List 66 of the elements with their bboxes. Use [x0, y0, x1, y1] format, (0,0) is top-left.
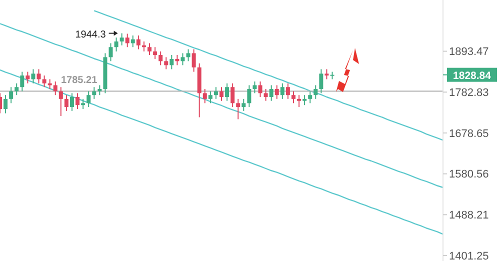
candlestick	[70, 92, 74, 112]
candlestick	[186, 48, 190, 62]
candlestick	[286, 82, 290, 100]
candlestick	[230, 82, 235, 108]
candlestick	[247, 84, 252, 108]
candlestick	[180, 52, 185, 66]
candlestick	[220, 86, 224, 102]
candlestick	[36, 68, 41, 84]
candlestick	[314, 84, 318, 100]
candlestick	[64, 94, 68, 112]
y-tick-label: 1401.25	[449, 250, 489, 261]
candlestick	[31, 68, 36, 84]
candlestick	[252, 80, 257, 94]
text: 1828.84	[453, 70, 492, 82]
candlestick	[120, 32, 124, 46]
y-tick-label: 1678.65	[449, 128, 489, 140]
candlestick	[158, 50, 163, 66]
candlestick	[208, 90, 212, 104]
candlestick	[269, 84, 274, 102]
candlestick	[42, 74, 46, 88]
annotation: 1944.3	[75, 29, 106, 40]
candlestick	[76, 92, 80, 110]
candlestick	[280, 82, 284, 100]
y-tick-label: 1782.83	[449, 87, 489, 100]
candlestick	[324, 68, 329, 80]
candlestick	[291, 90, 296, 104]
candlestick	[53, 80, 58, 96]
candlestick	[319, 68, 324, 94]
y-tick-label: 1488.21	[449, 210, 489, 222]
candlestick	[114, 37, 118, 52]
candlestick	[136, 34, 140, 50]
candlestick	[14, 82, 19, 96]
candlestick	[4, 94, 8, 114]
candlestick	[170, 54, 174, 70]
candlestick	[297, 94, 302, 108]
candlestick	[86, 90, 91, 108]
candlestick	[98, 84, 102, 96]
candlestick	[236, 98, 240, 120]
candlestick	[20, 71, 24, 92]
ref-line-label: 1785.21	[61, 75, 98, 86]
candlestick	[9, 86, 14, 104]
candlestick	[202, 88, 207, 104]
candlestick	[225, 82, 230, 102]
candlestick	[214, 86, 218, 100]
candlestick	[258, 80, 262, 98]
candlestick	[148, 42, 152, 56]
candlestick	[26, 71, 30, 84]
candlestick	[242, 98, 246, 112]
candlestick	[192, 48, 196, 72]
y-tick-label: 1580.56	[449, 168, 489, 181]
candlestick	[274, 84, 279, 100]
candlestick	[130, 34, 135, 48]
candlestick	[108, 42, 113, 62]
candlestick	[92, 86, 96, 100]
candlestick	[81, 98, 86, 110]
candlestick	[58, 86, 63, 117]
candlestick	[153, 46, 158, 60]
line-series	[0, 69, 444, 235]
candlestick	[164, 56, 168, 70]
candlestick	[264, 88, 268, 102]
candlestick	[125, 33, 130, 48]
candlestick	[302, 94, 307, 106]
y-tick-label: 1893.47	[449, 46, 489, 58]
candlestick	[175, 54, 180, 66]
candlestick	[308, 90, 312, 104]
line-series	[0, 23, 444, 188]
